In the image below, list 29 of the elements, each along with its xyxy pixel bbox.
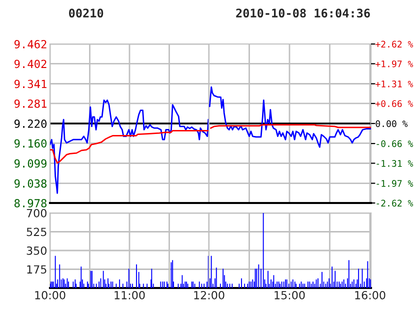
y-tick-label: 9.402 <box>14 60 46 68</box>
y-tick-label: 9.462 <box>14 40 46 48</box>
text: -1.97 % <box>376 180 414 187</box>
y-tick-label: 9.281 <box>14 99 46 108</box>
chart-title: 00210 <box>69 8 104 18</box>
text: -0.66 % <box>376 140 414 148</box>
y-tick-label: 525 <box>26 228 46 236</box>
text: -2.62 % <box>376 200 414 207</box>
y-tick-label: 8.978 <box>14 199 47 208</box>
y-tick-label: 175 <box>27 265 46 274</box>
x-tick-label: 15:00 <box>274 290 305 300</box>
text: +1.97 % <box>376 60 414 68</box>
y-tick-label: 9.341 <box>14 80 46 88</box>
text: +2.62 % <box>376 40 414 48</box>
text: +1.31 % <box>376 80 414 88</box>
x-tick-label: 16:00 <box>355 290 386 300</box>
y-tick-label: 9.160 <box>14 139 47 148</box>
x-tick-label: 11:00 <box>114 290 145 300</box>
y-tick-label: 9.099 <box>14 159 46 168</box>
y-tick-label: 9.038 <box>14 179 47 188</box>
text: 0.00 % <box>376 120 408 128</box>
x-tick-label: 12:00 <box>194 290 224 300</box>
y-tick-label: 9.220 <box>14 120 47 128</box>
text: -1.31 % <box>376 160 414 167</box>
y-tick-label: 350 <box>26 246 46 255</box>
chart-subtitle: 2010-10-08 16:04:36 <box>236 8 370 18</box>
x-tick-label: 10:00 <box>35 290 66 300</box>
y-tick-label: 700 <box>26 208 46 218</box>
text: +0.66 % <box>376 100 414 108</box>
